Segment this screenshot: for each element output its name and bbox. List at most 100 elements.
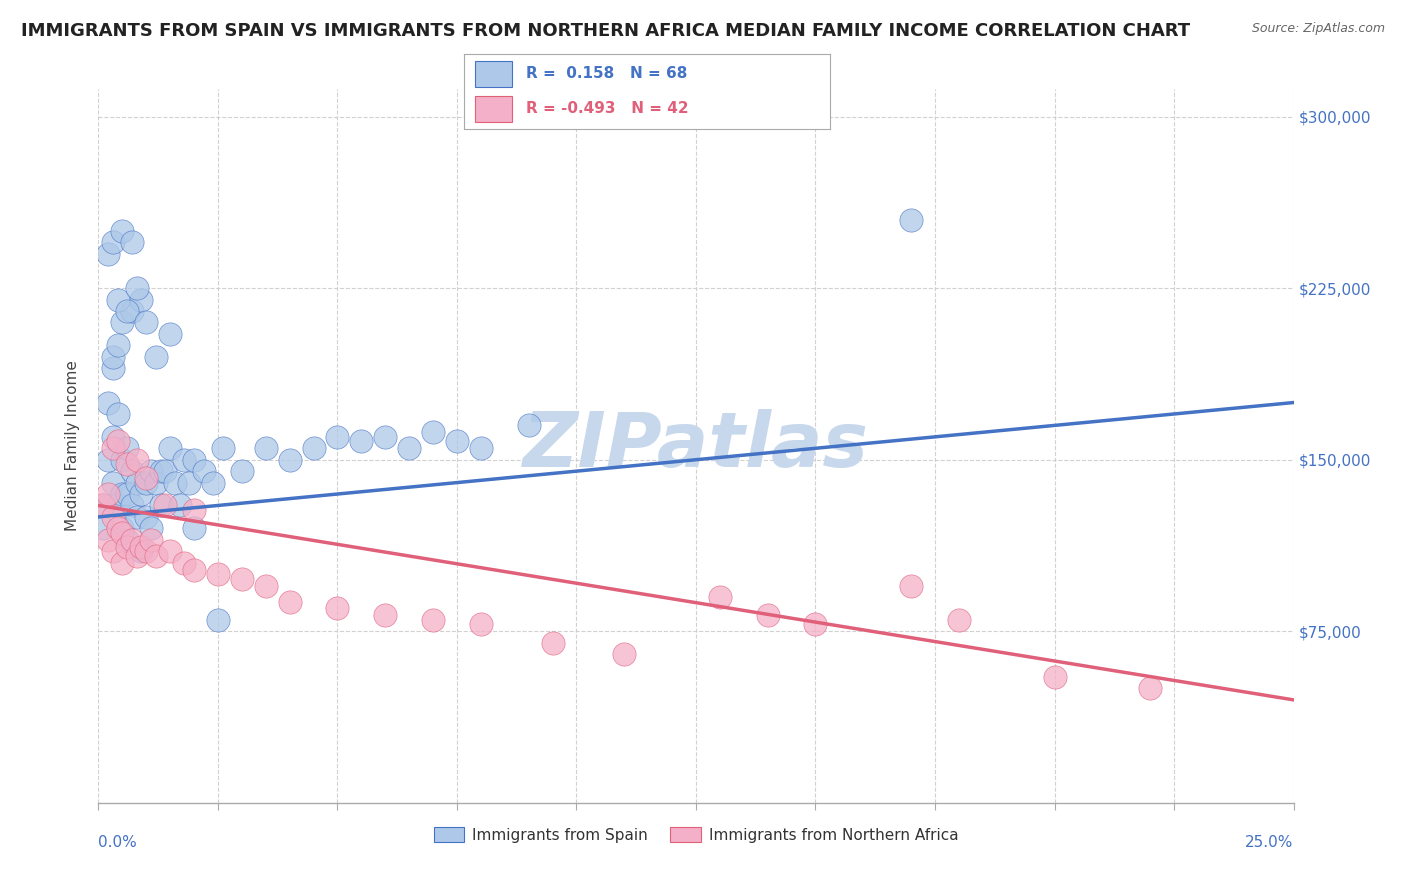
Point xyxy=(131,487,153,501)
Point xyxy=(756,608,779,623)
Point xyxy=(278,594,301,608)
Point xyxy=(202,475,225,490)
Point xyxy=(193,464,215,478)
Point xyxy=(107,434,129,449)
Point xyxy=(173,452,195,467)
Point xyxy=(709,590,731,604)
Y-axis label: Median Family Income: Median Family Income xyxy=(65,360,80,532)
Point xyxy=(900,578,922,592)
Point xyxy=(155,464,177,478)
Point xyxy=(302,442,325,456)
Point xyxy=(326,430,349,444)
Point xyxy=(149,464,172,478)
Point xyxy=(125,475,148,490)
Point xyxy=(135,316,157,330)
Point xyxy=(101,544,124,558)
Point xyxy=(159,442,181,456)
Point xyxy=(131,293,153,307)
Point xyxy=(101,475,124,490)
Point xyxy=(115,458,138,472)
Point xyxy=(107,521,129,535)
Point xyxy=(111,521,134,535)
Point xyxy=(446,434,468,449)
Point xyxy=(111,525,134,540)
Point xyxy=(131,540,153,554)
Point xyxy=(121,499,143,513)
Point xyxy=(115,442,138,456)
Point xyxy=(115,540,138,554)
Point xyxy=(121,533,143,547)
Bar xyxy=(475,96,512,122)
Point xyxy=(121,235,143,250)
Point xyxy=(470,442,492,456)
Point xyxy=(1043,670,1066,684)
Point xyxy=(97,395,120,409)
Point xyxy=(900,212,922,227)
Point xyxy=(121,464,143,478)
Point xyxy=(101,509,124,524)
Text: R = -0.493   N = 42: R = -0.493 N = 42 xyxy=(526,102,689,116)
Point xyxy=(231,572,253,586)
Point xyxy=(422,425,444,440)
Point xyxy=(541,636,564,650)
Point xyxy=(183,503,205,517)
Point xyxy=(131,544,153,558)
Point xyxy=(97,533,120,547)
Point xyxy=(97,452,120,467)
Point xyxy=(163,475,186,490)
Point xyxy=(159,544,181,558)
Point xyxy=(115,533,138,547)
Text: 0.0%: 0.0% xyxy=(98,835,138,850)
Point xyxy=(139,521,162,535)
Point xyxy=(145,549,167,563)
Point xyxy=(107,338,129,352)
Point xyxy=(254,578,277,592)
Text: IMMIGRANTS FROM SPAIN VS IMMIGRANTS FROM NORTHERN AFRICA MEDIAN FAMILY INCOME CO: IMMIGRANTS FROM SPAIN VS IMMIGRANTS FROM… xyxy=(21,22,1191,40)
Point xyxy=(125,509,148,524)
Point xyxy=(111,224,134,238)
Point xyxy=(125,549,148,563)
Point xyxy=(159,326,181,341)
Point xyxy=(145,350,167,364)
Point xyxy=(101,442,124,456)
Point xyxy=(517,418,540,433)
Text: 25.0%: 25.0% xyxy=(1246,835,1294,850)
Point xyxy=(115,487,138,501)
Point xyxy=(139,464,162,478)
Point xyxy=(91,499,114,513)
Point xyxy=(948,613,970,627)
Point xyxy=(125,281,148,295)
Legend: Immigrants from Spain, Immigrants from Northern Africa: Immigrants from Spain, Immigrants from N… xyxy=(427,821,965,848)
Point xyxy=(97,247,120,261)
Point xyxy=(101,361,124,376)
Point xyxy=(374,430,396,444)
Point xyxy=(139,533,162,547)
Text: Source: ZipAtlas.com: Source: ZipAtlas.com xyxy=(1251,22,1385,36)
Text: ZIPatlas: ZIPatlas xyxy=(523,409,869,483)
Point xyxy=(97,487,120,501)
Point xyxy=(111,487,134,501)
Point xyxy=(107,293,129,307)
Point xyxy=(207,613,229,627)
Point xyxy=(145,475,167,490)
Point xyxy=(125,452,148,467)
Point xyxy=(278,452,301,467)
Point xyxy=(149,499,172,513)
Point xyxy=(613,647,636,661)
Point xyxy=(183,562,205,576)
Point xyxy=(254,442,277,456)
Point xyxy=(326,601,349,615)
Point xyxy=(115,304,138,318)
Point xyxy=(207,567,229,582)
Point xyxy=(374,608,396,623)
Point xyxy=(169,499,191,513)
Point xyxy=(231,464,253,478)
Point xyxy=(470,617,492,632)
Point xyxy=(135,475,157,490)
Point xyxy=(101,430,124,444)
Point xyxy=(211,442,233,456)
Point xyxy=(398,442,420,456)
Point xyxy=(111,316,134,330)
Text: R =  0.158   N = 68: R = 0.158 N = 68 xyxy=(526,67,688,81)
Point xyxy=(155,499,177,513)
